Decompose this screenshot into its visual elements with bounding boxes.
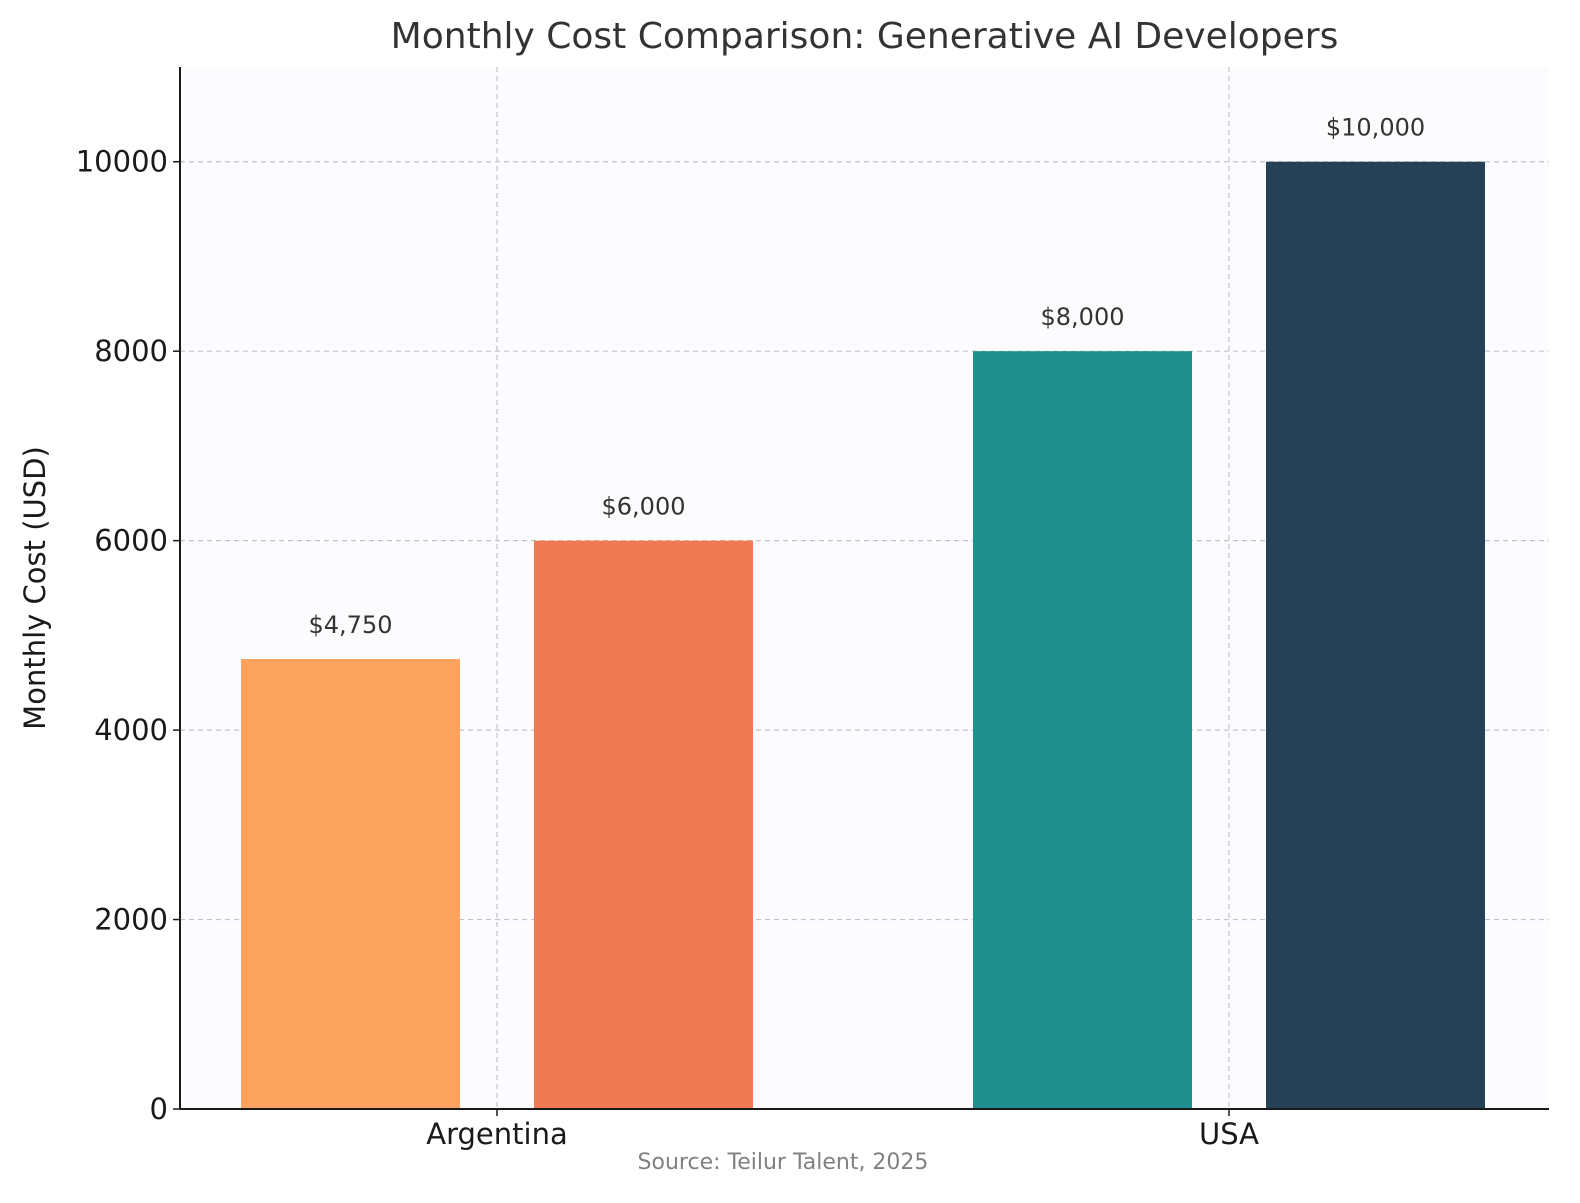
y-tick-label: 8000 [94, 334, 168, 368]
bar-value-label: $10,000 [1326, 114, 1425, 142]
y-axis-label: Monthly Cost (USD) [18, 446, 52, 730]
chart-title: Monthly Cost Comparison: Generative AI D… [391, 16, 1339, 57]
bar-usa-2 [1266, 161, 1485, 1109]
axes [173, 67, 1549, 1116]
x-tick-label-argentina: Argentina [426, 1117, 567, 1151]
y-tick-label: 4000 [94, 713, 168, 747]
source-caption: Source: Teilur Talent, 2025 [638, 1150, 929, 1175]
y-tick-label: 6000 [94, 524, 168, 558]
bar-argentina-1 [241, 659, 460, 1109]
y-tick-label: 2000 [94, 903, 168, 937]
y-tick-label: 10000 [76, 145, 168, 179]
bar-value-label: $4,750 [309, 611, 393, 639]
labels: $4,750 $6,000 $8,000 $10,000 0 2000 4000 6000 80… [18, 16, 1425, 1175]
bar-usa-1 [973, 351, 1192, 1109]
x-tick-label-usa: USA [1199, 1117, 1259, 1151]
bar-value-label: $8,000 [1041, 303, 1125, 331]
bar-argentina-2 [534, 540, 753, 1109]
bar-value-label: $6,000 [602, 493, 686, 521]
bars [241, 161, 1485, 1109]
y-tick-label: 0 [150, 1092, 168, 1126]
